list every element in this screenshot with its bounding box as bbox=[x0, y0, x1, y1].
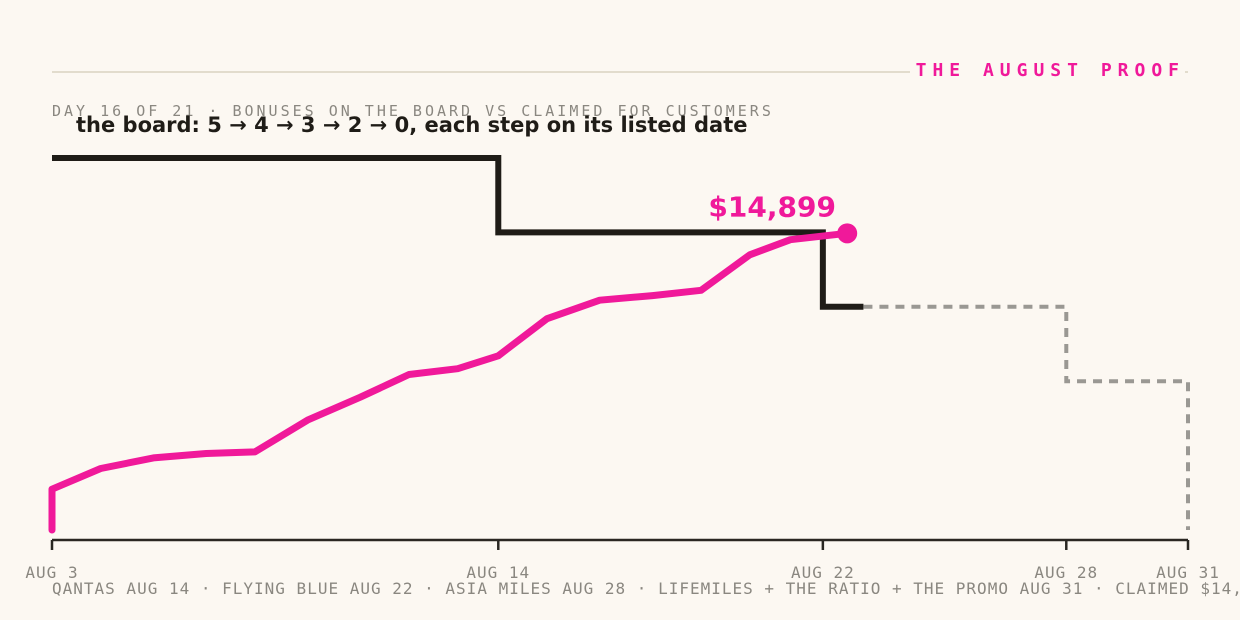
chart-footer: QANTAS AUG 14 · FLYING BLUE AUG 22 · ASI… bbox=[52, 579, 1240, 598]
board-annotation: the board: 5 → 4 → 3 → 2 → 0, each step … bbox=[76, 113, 748, 137]
x-tick-label: AUG 22 bbox=[791, 563, 855, 582]
claimed-line bbox=[48, 229, 851, 534]
chart-subtitle: DAY 16 OF 21 · BONUSES ON THE BOARD VS C… bbox=[52, 102, 774, 120]
board-step-line-drawn bbox=[52, 155, 864, 310]
top-rule bbox=[52, 71, 1188, 73]
x-tick-label: AUG 28 bbox=[1034, 563, 1098, 582]
claimed-end-point bbox=[837, 223, 858, 244]
claimed-end-label: $14,899 bbox=[708, 190, 836, 223]
kicker-title: THE AUGUST PROOF bbox=[909, 60, 1185, 81]
x-tick-label: AUG 14 bbox=[466, 563, 530, 582]
board-step-line-projected bbox=[863, 304, 1190, 530]
x-tick-label: AUG 3 bbox=[25, 563, 78, 582]
x-tick-label: AUG 31 bbox=[1156, 563, 1220, 582]
